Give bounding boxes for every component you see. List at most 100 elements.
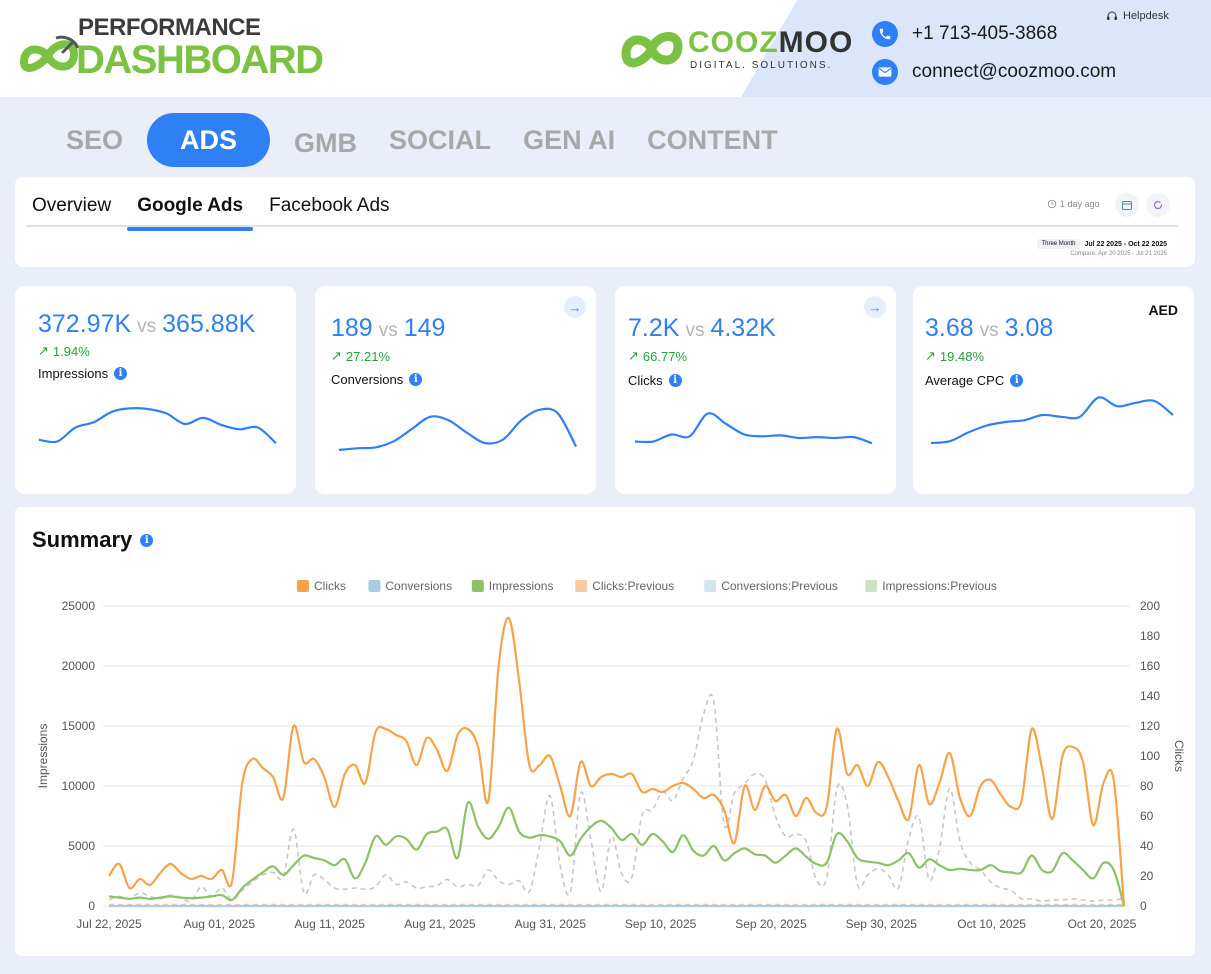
tab-social[interactable]: SOCIAL bbox=[389, 124, 492, 155]
kpi-change-value: 66.77% bbox=[642, 348, 687, 364]
kpi-card-average-cpc: AED 3.68 vs 3.08 ↗ 19.48% Average CPC i bbox=[913, 286, 1194, 494]
kpi-change: ↗ 27.21% bbox=[331, 348, 390, 364]
legend-item[interactable]: Clicks:Previous bbox=[575, 579, 674, 593]
helpdesk-label[interactable]: Helpdesk bbox=[1123, 10, 1169, 22]
legend-item[interactable]: Impressions bbox=[471, 579, 554, 593]
kpi-change-value: 19.48% bbox=[939, 348, 984, 364]
kpi-label: Conversions i bbox=[331, 372, 423, 387]
x-tick: Aug 11, 2025 bbox=[294, 917, 365, 931]
kpi-change: ↗ 19.48% bbox=[925, 348, 984, 364]
kpi-previous: 149 bbox=[403, 314, 446, 342]
sparkline-line bbox=[338, 407, 577, 452]
header: PERFORMANCE DASHBOARD COOZMOO DIGITAL. S… bbox=[0, 0, 1211, 97]
kpi-label-text: Conversions bbox=[331, 372, 404, 387]
infinity-logo-icon bbox=[19, 35, 80, 72]
card-arrow-button[interactable]: → bbox=[864, 296, 886, 318]
x-tick: Aug 21, 2025 bbox=[404, 917, 476, 931]
x-tick: Sep 20, 2025 bbox=[735, 917, 807, 931]
arrow-right-icon: → bbox=[868, 299, 882, 315]
info-icon[interactable]: i bbox=[668, 374, 682, 387]
y-tick-left: 0 bbox=[88, 899, 95, 913]
kpi-label-text: Clicks bbox=[628, 373, 663, 388]
legend-label[interactable]: Impressions:Previous bbox=[882, 579, 997, 593]
legend-label[interactable]: Clicks:Previous bbox=[592, 579, 674, 593]
sparkline-line bbox=[930, 396, 1174, 445]
y-tick-left: 10000 bbox=[62, 779, 96, 793]
legend-item[interactable]: Impressions:Previous bbox=[865, 579, 997, 593]
date-range[interactable]: Three Month Jul 22 2025 - Oct 22 2025 bbox=[1037, 239, 1167, 249]
y-tick-right: 100 bbox=[1140, 749, 1160, 763]
info-icon[interactable]: i bbox=[1010, 374, 1024, 387]
trend-up-icon: ↗ bbox=[331, 348, 342, 363]
email-icon bbox=[872, 59, 898, 85]
card-arrow-button[interactable]: → bbox=[564, 296, 586, 318]
tab-seo[interactable]: SEO bbox=[66, 124, 124, 155]
kpi-label: Impressions i bbox=[38, 366, 128, 381]
kpi-vs: vs bbox=[137, 316, 157, 337]
calendar-button[interactable] bbox=[1115, 193, 1139, 217]
x-tick: Oct 10, 2025 bbox=[957, 917, 1026, 931]
legend-label[interactable]: Conversions:Previous bbox=[721, 579, 838, 593]
legend-label[interactable]: Clicks bbox=[314, 579, 346, 593]
kpi-values: 189 vs 149 bbox=[331, 314, 445, 343]
sparkline-impressions bbox=[38, 407, 277, 445]
kpi-vs: vs bbox=[979, 320, 999, 341]
y-tick-right: 140 bbox=[1140, 689, 1160, 703]
legend-label[interactable]: Impressions bbox=[489, 579, 554, 593]
legend-swatch bbox=[368, 580, 381, 592]
legend-swatch bbox=[471, 580, 484, 592]
tab-gen-ai[interactable]: GEN AI bbox=[523, 124, 616, 155]
kpi-previous: 365.88K bbox=[162, 310, 256, 338]
trend-up-icon: ↗ bbox=[38, 343, 49, 358]
sub-tabs-divider bbox=[26, 225, 1178, 227]
tab-ads[interactable]: ADS bbox=[147, 113, 271, 167]
sparkline-average-cpc bbox=[930, 396, 1174, 445]
kpi-label: Average CPC i bbox=[925, 373, 1024, 388]
kpi-current: 7.2K bbox=[628, 314, 680, 342]
summary-panel: Summary i 0 5000 10000 15000 20000 25000 0 20 40… bbox=[15, 507, 1195, 956]
x-tick: Sep 10, 2025 bbox=[625, 917, 697, 931]
legend-item[interactable]: Conversions bbox=[368, 579, 452, 593]
kpi-values: 7.2K vs 4.32K bbox=[628, 314, 776, 343]
trend-up-icon: ↗ bbox=[925, 348, 936, 363]
info-icon[interactable]: i bbox=[114, 367, 128, 380]
legend-item[interactable]: Clicks bbox=[297, 579, 346, 593]
main-tabs: SEO ADS GMB SOCIAL GEN AI CONTENT bbox=[50, 113, 794, 167]
sparkline-line bbox=[634, 412, 873, 445]
tab-gmb[interactable]: GMB bbox=[294, 127, 358, 158]
info-icon[interactable]: i bbox=[140, 533, 154, 547]
phone-contact[interactable]: +1 713-405-3868 bbox=[872, 21, 1057, 47]
info-icon[interactable]: i bbox=[409, 373, 423, 386]
email-address[interactable]: connect@coozmoo.com bbox=[912, 61, 1117, 82]
range-badge[interactable]: Three Month bbox=[1037, 239, 1080, 249]
x-tick: Aug 31, 2025 bbox=[515, 917, 587, 931]
headset-icon bbox=[1107, 11, 1117, 20]
tab-overview[interactable]: Overview bbox=[32, 195, 112, 216]
x-tick: Aug 01, 2025 bbox=[184, 917, 256, 931]
range-dates[interactable]: Jul 22 2025 - Oct 22 2025 bbox=[1084, 240, 1168, 248]
series-line-clicks bbox=[108, 616, 1126, 907]
compare-range: Compare: Apr 20 2025 - Jul 21 2025 bbox=[1070, 251, 1167, 257]
refresh-icon bbox=[1153, 200, 1163, 210]
refresh-button[interactable] bbox=[1146, 193, 1170, 217]
trend-up-icon: ↗ bbox=[628, 348, 639, 363]
kpi-change-value: 1.94% bbox=[52, 343, 90, 359]
y-axis-label-right: Clicks bbox=[1172, 740, 1186, 772]
y-axis-label-left: Impressions bbox=[36, 724, 50, 789]
y-tick-right: 0 bbox=[1140, 899, 1147, 913]
tab-content[interactable]: CONTENT bbox=[647, 124, 778, 155]
tab-google-ads[interactable]: Google Ads bbox=[127, 195, 254, 231]
kpi-change: ↗ 1.94% bbox=[38, 343, 90, 359]
legend-label[interactable]: Conversions bbox=[385, 579, 452, 593]
legend-swatch bbox=[704, 580, 717, 592]
legend-item[interactable]: Conversions:Previous bbox=[704, 579, 838, 593]
email-contact[interactable]: connect@coozmoo.com bbox=[872, 59, 1116, 85]
brand-title-bottom: DASHBOARD bbox=[76, 38, 324, 82]
y-tick-right: 200 bbox=[1140, 599, 1160, 613]
tab-facebook-ads[interactable]: Facebook Ads bbox=[269, 195, 390, 216]
y-tick-right: 20 bbox=[1140, 869, 1154, 883]
helpdesk-link[interactable]: Helpdesk bbox=[1106, 10, 1169, 22]
y-tick-left: 25000 bbox=[62, 599, 96, 613]
performance-dashboard-logo[interactable]: PERFORMANCE DASHBOARD bbox=[14, 12, 324, 82]
phone-number[interactable]: +1 713-405-3868 bbox=[912, 23, 1058, 44]
